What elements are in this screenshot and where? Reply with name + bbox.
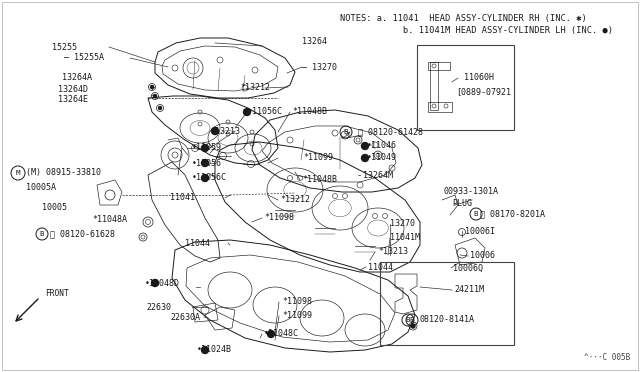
Text: Ⓑ 08120-61628: Ⓑ 08120-61628 [50, 230, 115, 238]
Text: *13213: *13213 [210, 126, 240, 135]
Text: •11024B: •11024B [197, 346, 232, 355]
Text: •11059: •11059 [192, 144, 222, 153]
Text: *11048A: *11048A [92, 215, 127, 224]
Text: B: B [344, 129, 348, 135]
Text: •11046: •11046 [367, 141, 397, 151]
Text: 00933-1301A: 00933-1301A [444, 187, 499, 196]
Text: 15255: 15255 [52, 42, 77, 51]
Text: Ⓑ 08170-8201A: Ⓑ 08170-8201A [480, 209, 545, 218]
Text: 22630: 22630 [146, 302, 171, 311]
Text: *11098: *11098 [264, 214, 294, 222]
Circle shape [211, 128, 218, 135]
Circle shape [202, 160, 209, 167]
Text: B: B [40, 231, 44, 237]
Text: 11060H: 11060H [464, 74, 494, 83]
Circle shape [152, 279, 159, 286]
Text: Ⓑ 08120-61428: Ⓑ 08120-61428 [358, 128, 423, 137]
Circle shape [150, 86, 154, 89]
Circle shape [202, 144, 209, 151]
Text: 10006Q: 10006Q [453, 263, 483, 273]
Circle shape [159, 106, 161, 109]
Text: NOTES: a. 11041  HEAD ASSY-CYLINDER RH (INC. ✱): NOTES: a. 11041 HEAD ASSY-CYLINDER RH (I… [340, 14, 587, 23]
Text: 13264E: 13264E [58, 96, 88, 105]
Text: *13212: *13212 [240, 83, 270, 92]
Text: 13264M: 13264M [363, 170, 393, 180]
Text: B: B [406, 317, 410, 323]
Text: FRONT: FRONT [45, 289, 68, 298]
Text: B: B [410, 317, 414, 323]
Bar [380, 262, 514, 345]
Text: 10006: 10006 [470, 251, 495, 260]
Text: 11041M: 11041M [390, 234, 420, 243]
Text: *11099: *11099 [303, 154, 333, 163]
Text: [0889-07921: [0889-07921 [456, 87, 511, 96]
Text: •11056C: •11056C [192, 173, 227, 183]
Circle shape [362, 142, 369, 150]
Text: *13212: *13212 [280, 196, 310, 205]
Text: ― 15255A: ― 15255A [64, 54, 104, 62]
Text: 13264: 13264 [302, 38, 327, 46]
Text: *11048B: *11048B [302, 176, 337, 185]
Circle shape [411, 324, 415, 328]
Text: b. 11041M HEAD ASSY-CYLINDER LH (INC. ●): b. 11041M HEAD ASSY-CYLINDER LH (INC. ●) [340, 26, 613, 35]
Bar [417, 45, 514, 130]
Circle shape [362, 154, 369, 161]
Text: 08120-8141A: 08120-8141A [420, 315, 475, 324]
Text: 24211M: 24211M [454, 285, 484, 295]
Text: 10005: 10005 [42, 202, 67, 212]
Text: 13270: 13270 [390, 219, 415, 228]
Text: *13213: *13213 [378, 247, 408, 257]
Text: 10005A: 10005A [26, 183, 56, 192]
Text: 11044: 11044 [185, 238, 210, 247]
Text: (M) 08915-33810: (M) 08915-33810 [26, 169, 101, 177]
Text: •11048C: •11048C [264, 330, 299, 339]
Text: *11099: *11099 [282, 311, 312, 321]
Text: *11048B: *11048B [292, 108, 327, 116]
Text: •11056C: •11056C [248, 108, 283, 116]
Text: ^···C 005B: ^···C 005B [584, 353, 630, 362]
Text: ― 13270: ― 13270 [302, 62, 337, 71]
Text: 22630A: 22630A [170, 312, 200, 321]
Text: •11048D: •11048D [145, 279, 180, 288]
Text: 10006I: 10006I [465, 227, 495, 235]
Circle shape [268, 330, 275, 337]
Text: M: M [16, 170, 20, 176]
Text: •11049: •11049 [367, 154, 397, 163]
Circle shape [154, 94, 157, 97]
Text: PLUG: PLUG [452, 199, 472, 208]
Text: 13264A: 13264A [62, 74, 92, 83]
Text: 11044: 11044 [368, 263, 393, 272]
Circle shape [202, 346, 209, 353]
Text: 13264D: 13264D [58, 86, 88, 94]
Text: B: B [474, 211, 478, 217]
Text: 11041: 11041 [170, 193, 195, 202]
Circle shape [243, 109, 250, 115]
Text: •11056: •11056 [192, 158, 222, 167]
Text: *11098: *11098 [282, 298, 312, 307]
Circle shape [202, 174, 209, 182]
